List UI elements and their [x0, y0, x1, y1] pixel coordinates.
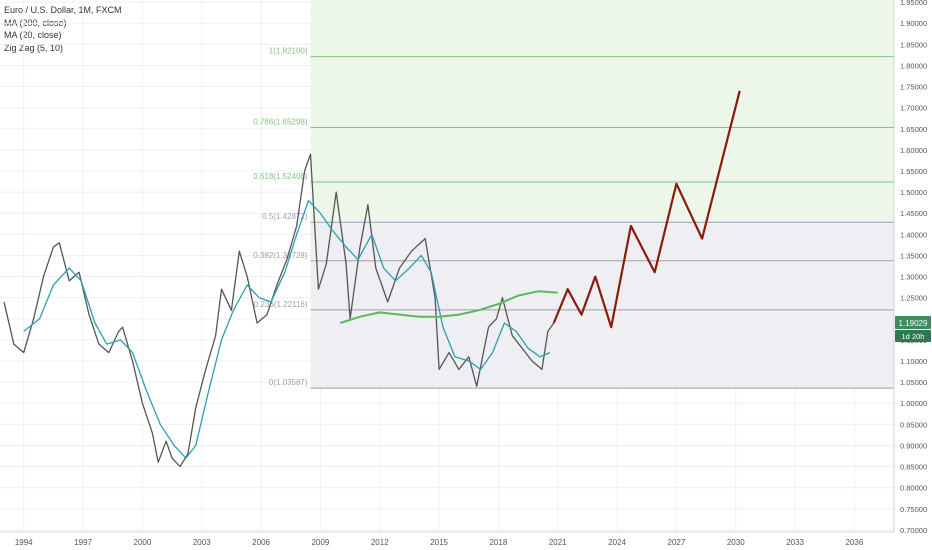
fib-level-label: 0.618(1.52408)	[253, 172, 308, 181]
x-tick-label: 2027	[668, 538, 686, 547]
y-tick-label: 1.95000	[900, 0, 927, 7]
legend-ma20: MA (20, close)	[4, 30, 62, 40]
x-tick-label: 2018	[490, 538, 508, 547]
fib-level-label: 0(1.03587)	[269, 378, 308, 387]
y-tick-label: 1.80000	[900, 61, 927, 70]
y-tick-label: 1.65000	[900, 125, 927, 134]
fib-level-label: 0.5(1.42872)	[262, 212, 308, 221]
y-tick-label: 0.90000	[900, 441, 927, 450]
x-tick-label: 2021	[549, 538, 567, 547]
y-tick-label: 1.10000	[900, 357, 927, 366]
y-tick-label: 1.55000	[900, 167, 927, 176]
y-tick-label: 1.30000	[900, 273, 927, 282]
y-tick-label: 1.05000	[900, 378, 927, 387]
fib-zone-upper	[310, 0, 894, 223]
x-tick-label: 2012	[371, 538, 389, 547]
y-tick-label: 1.45000	[900, 209, 927, 218]
x-tick-label: 2030	[727, 538, 745, 547]
legend-ma200: MA (200, close)	[4, 17, 67, 28]
y-tick-label: 1.00000	[900, 399, 927, 408]
x-tick-label: 2003	[193, 538, 211, 547]
y-tick-label: 0.80000	[900, 484, 927, 493]
price-badge-label: 1.19029	[899, 319, 928, 328]
fib-zone-lower	[310, 222, 894, 389]
x-tick-label: 2009	[312, 538, 330, 547]
legend-zigzag: Zig Zag (5, 10)	[4, 42, 64, 53]
x-tick-label: 2036	[846, 538, 864, 547]
series-line-3	[339, 290, 558, 324]
legend-symbol: Euro / U.S. Dollar, 1M, FXCM	[4, 5, 122, 15]
fib-level-label: 0.382(1.33728)	[253, 251, 308, 260]
y-tick-label: 1.90000	[900, 19, 927, 28]
series-line-1	[3, 153, 555, 468]
x-tick-label: 2000	[134, 538, 152, 547]
x-tick-label: 2024	[608, 538, 626, 547]
x-tick-label: 1994	[15, 538, 33, 547]
series-line-4	[552, 90, 741, 329]
y-tick-label: 0.95000	[900, 420, 927, 429]
x-tick-label: 1997	[74, 538, 92, 547]
fib-level-label: 0.236(1.22116)	[254, 300, 308, 309]
x-tick-label: 2033	[786, 538, 804, 547]
y-tick-label: 0.85000	[900, 463, 927, 472]
y-tick-label: 1.50000	[900, 188, 927, 197]
y-tick-label: 1.25000	[900, 294, 927, 303]
fib-level-label: 0.786(1.65298)	[253, 118, 308, 127]
chart-legend: Euro / U.S. Dollar, 1M, FXCM MA (200, cl…	[4, 4, 122, 54]
series-line-2	[23, 199, 551, 459]
countdown-badge	[895, 330, 931, 342]
y-tick-label: 1.60000	[900, 146, 927, 155]
fib-level-label: 1(1.82100)	[269, 47, 308, 56]
y-tick-label: 1.70000	[900, 104, 927, 113]
y-tick-label: 1.75000	[900, 83, 927, 92]
price-badge	[895, 316, 931, 329]
x-tick-label: 2006	[252, 538, 270, 547]
y-tick-label: 1.35000	[900, 251, 927, 260]
y-tick-label: 1.40000	[900, 230, 927, 239]
y-tick-label: 1.85000	[900, 40, 927, 49]
x-tick-label: 2015	[430, 538, 448, 547]
y-tick-label: 0.75000	[900, 505, 927, 514]
y-tick-label: 0.70000	[900, 526, 927, 535]
countdown-badge-label: 1d 20h	[902, 332, 925, 341]
